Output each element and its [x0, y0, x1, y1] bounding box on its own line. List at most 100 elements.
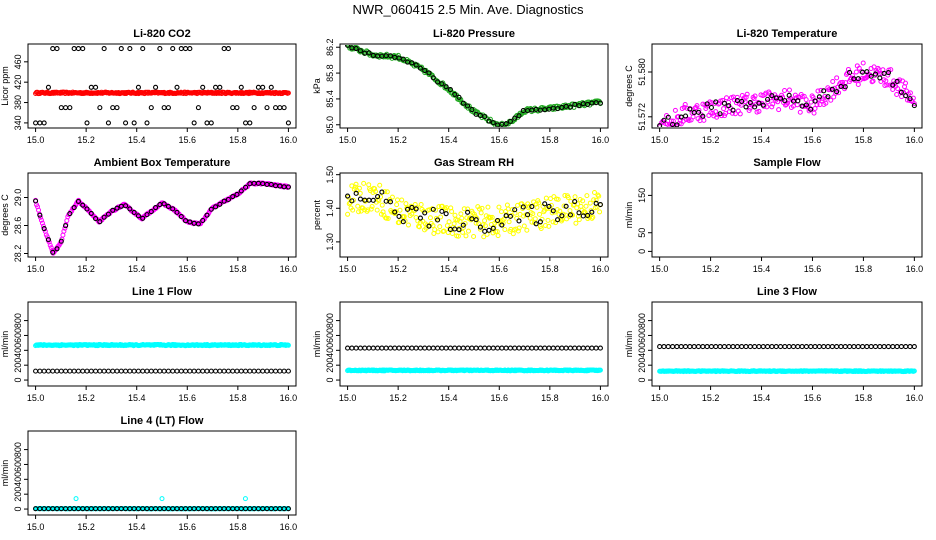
pts-point: [559, 345, 565, 351]
pts-point: [45, 84, 51, 90]
pts-point: [769, 93, 775, 99]
pts-point: [726, 344, 732, 350]
x-tick-label: 15.2: [702, 135, 720, 145]
main-point: [823, 100, 829, 106]
y-tick-label: 0: [637, 378, 647, 383]
pts-point: [33, 120, 39, 126]
y-tick-label: 51.580: [637, 58, 647, 86]
x-tick-label: 15.8: [855, 393, 873, 403]
y-tick-label: 0: [637, 249, 647, 254]
main-point: [737, 111, 743, 117]
pts-point: [178, 368, 184, 374]
pts-point: [838, 344, 844, 350]
pts-point: [503, 121, 509, 127]
pts-point: [486, 345, 492, 351]
pts-point: [743, 344, 749, 350]
pts-point: [456, 227, 462, 233]
pts-point: [885, 70, 892, 76]
pts-point: [542, 345, 548, 351]
plot-points: [345, 345, 603, 374]
pts-point: [140, 215, 146, 221]
main-point: [438, 214, 444, 220]
pts-point: [379, 189, 385, 195]
pts-point: [829, 344, 835, 350]
main-point: [690, 114, 696, 120]
pts-point: [97, 368, 103, 374]
pts-point: [75, 368, 81, 374]
main-point: [436, 204, 442, 210]
x-tick-label: 15.4: [753, 264, 771, 274]
main-point: [536, 200, 542, 206]
pts-point: [747, 100, 753, 106]
pts-point: [695, 344, 702, 350]
pts-point: [855, 76, 861, 82]
pts-point: [665, 344, 671, 350]
pts-point: [795, 98, 801, 104]
pts-point: [597, 201, 603, 208]
main-point: [527, 215, 533, 221]
x-tick-label: 15.6: [179, 264, 197, 274]
pts-point: [238, 84, 244, 90]
pts-point: [782, 344, 788, 350]
pts-point: [255, 84, 261, 90]
main-point: [721, 106, 727, 112]
main-point: [530, 211, 536, 217]
pts-point: [110, 105, 116, 111]
pts-point: [392, 345, 398, 351]
plot-points: [345, 180, 603, 240]
x-tick-label: 15.2: [389, 393, 407, 403]
x-tick-label: 15.6: [179, 522, 197, 532]
main-point: [814, 102, 820, 108]
pts-point: [847, 344, 853, 350]
pts-point: [903, 344, 909, 350]
main-point: [345, 45, 350, 47]
pts-point: [88, 368, 94, 374]
pts-point: [907, 96, 913, 102]
main-point: [555, 196, 561, 202]
main-point: [577, 196, 583, 202]
pts-point: [396, 345, 402, 351]
x-tick-label: 15.2: [77, 264, 95, 274]
main-point: [356, 185, 362, 191]
pts-point: [157, 368, 163, 374]
main-point: [756, 108, 762, 114]
pts-point: [217, 84, 223, 90]
pts-point: [387, 53, 393, 59]
main-point: [584, 193, 590, 199]
pts-point: [80, 202, 86, 208]
main-point: [346, 201, 352, 207]
plot-points: [33, 46, 291, 126]
pts-point: [477, 224, 483, 230]
pts-point: [357, 196, 363, 202]
main-point: [845, 66, 851, 72]
pts-point: [148, 368, 154, 374]
pts-point: [285, 120, 291, 126]
pts-point: [426, 70, 432, 76]
pts-point: [821, 344, 827, 350]
pts-point: [243, 184, 249, 190]
pts-point: [503, 345, 509, 351]
x-tick-label: 15.4: [128, 393, 146, 403]
main-point: [444, 223, 450, 229]
main-point: [416, 224, 422, 230]
main-point: [369, 204, 375, 210]
pts-point: [135, 213, 141, 219]
plot-frame: [339, 301, 609, 387]
plot-title: Li-820 Temperature: [737, 28, 838, 40]
main-point: [361, 180, 367, 186]
main-point: [595, 192, 601, 198]
main-point: [887, 82, 893, 88]
main-point: [516, 225, 522, 231]
main-point: [570, 212, 576, 218]
pts-point: [898, 89, 904, 95]
pts-point: [251, 368, 257, 374]
pts-point: [597, 345, 603, 351]
main-point: [394, 197, 400, 203]
pts-point: [765, 344, 771, 350]
y-tick-label: 420: [13, 75, 23, 90]
main-point: [751, 96, 757, 102]
pts-point: [447, 87, 453, 93]
main-point: [471, 211, 477, 217]
pts-point: [285, 368, 291, 374]
pts-point: [366, 345, 372, 351]
